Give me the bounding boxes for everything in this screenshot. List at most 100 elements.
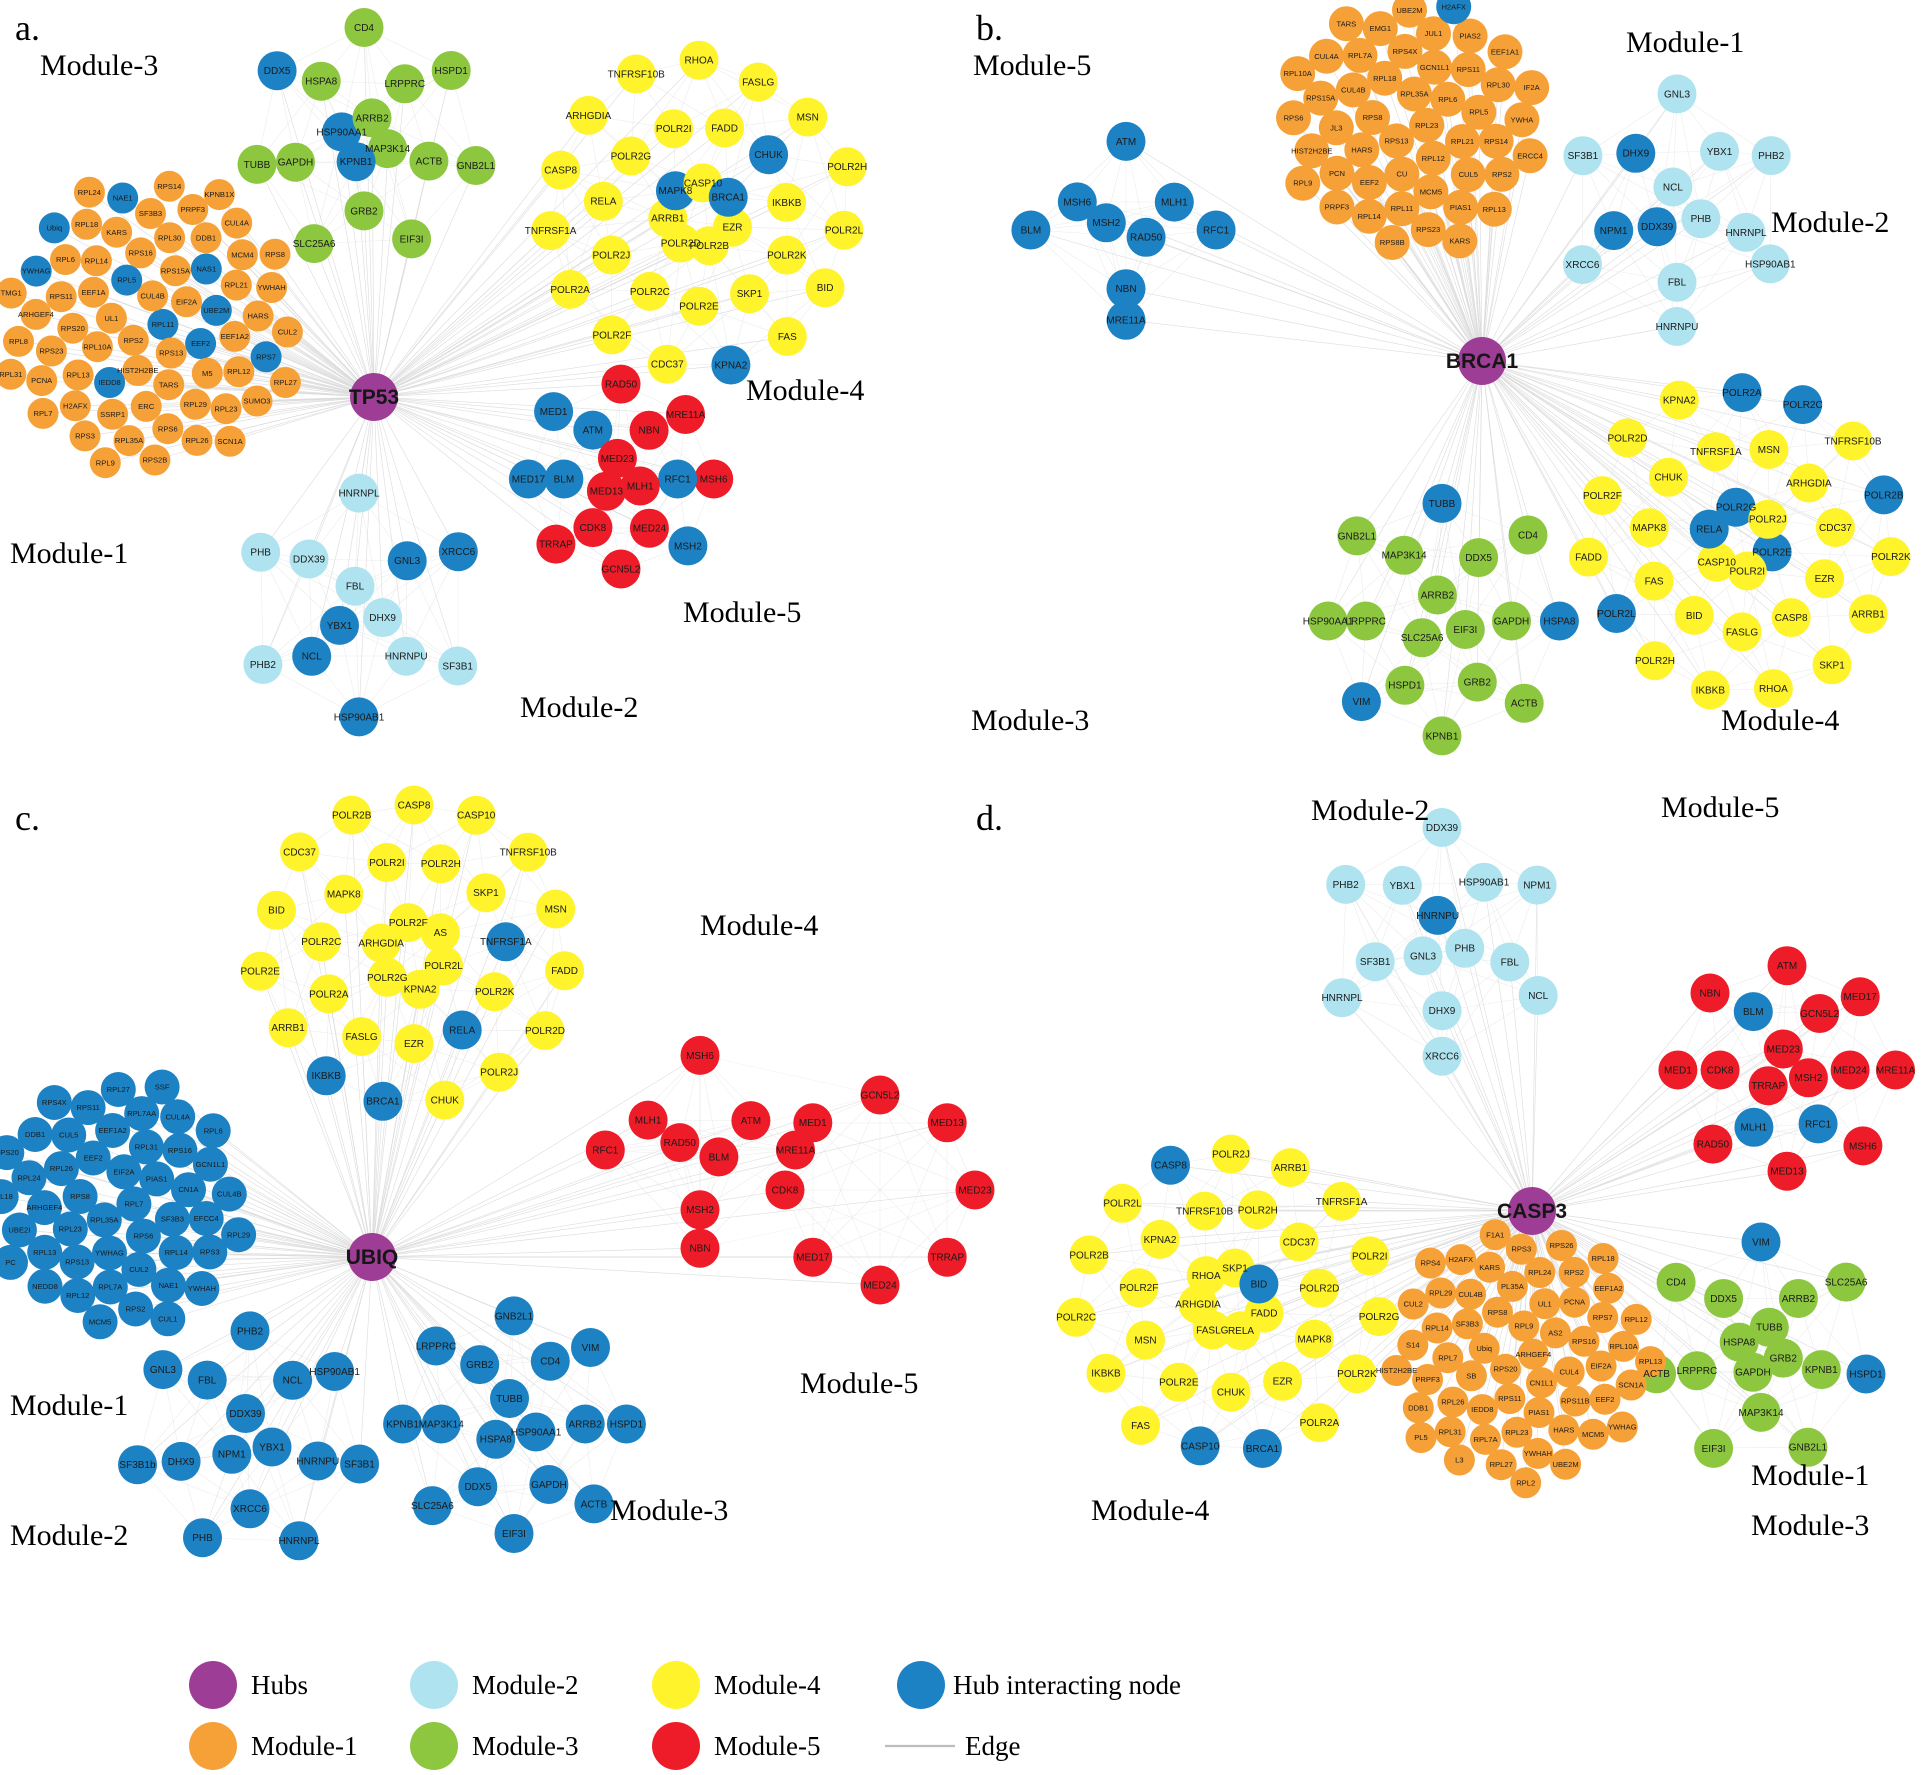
svg-text:Module-2: Module-2	[472, 1670, 578, 1700]
svg-text:EEF2: EEF2	[1596, 1395, 1615, 1404]
svg-text:KPNB1: KPNB1	[1426, 731, 1459, 742]
svg-text:ARRB2: ARRB2	[1421, 590, 1455, 601]
svg-text:RPL12: RPL12	[1625, 1315, 1648, 1324]
svg-text:UBE2I: UBE2I	[8, 1226, 30, 1235]
svg-text:IEDD8: IEDD8	[98, 378, 120, 387]
svg-text:Module-5: Module-5	[714, 1731, 820, 1761]
svg-text:FASLG: FASLG	[1726, 627, 1758, 638]
svg-text:RPS14: RPS14	[1484, 137, 1508, 146]
svg-text:NAE1: NAE1	[159, 1281, 179, 1290]
svg-text:CHUK: CHUK	[754, 150, 783, 161]
svg-text:RPS11: RPS11	[1498, 1394, 1522, 1403]
svg-text:PHB2: PHB2	[1758, 151, 1785, 162]
svg-text:GAPDH: GAPDH	[278, 158, 314, 169]
svg-text:LRPPRC: LRPPRC	[1677, 1366, 1718, 1377]
svg-text:MED24: MED24	[633, 524, 667, 535]
svg-text:RPL12: RPL12	[66, 1291, 89, 1300]
svg-text:RPL29: RPL29	[1429, 1289, 1452, 1298]
svg-text:H2AFX: H2AFX	[1441, 2, 1465, 11]
svg-text:XRCC6: XRCC6	[1425, 1052, 1459, 1063]
svg-text:PC: PC	[5, 1258, 16, 1267]
svg-text:ARRB2: ARRB2	[1782, 1294, 1816, 1305]
svg-text:KPNA2: KPNA2	[1144, 1235, 1177, 1246]
svg-text:S14: S14	[1406, 1341, 1420, 1350]
svg-text:RPS16: RPS16	[129, 249, 153, 258]
svg-text:GRB2: GRB2	[350, 206, 378, 217]
svg-text:CASP8: CASP8	[1775, 613, 1808, 624]
svg-text:RPL7A: RPL7A	[98, 1283, 123, 1292]
svg-text:TARS: TARS	[1337, 19, 1357, 28]
svg-text:SF3B3: SF3B3	[139, 209, 162, 218]
svg-text:RPL31: RPL31	[0, 370, 22, 379]
svg-text:DDB1: DDB1	[196, 233, 216, 242]
svg-text:EEF2: EEF2	[1360, 178, 1379, 187]
svg-text:PIAS1: PIAS1	[1450, 203, 1472, 212]
svg-text:MSH6: MSH6	[700, 474, 728, 485]
svg-text:FADD: FADD	[1251, 1309, 1278, 1320]
svg-text:RPL23: RPL23	[1415, 121, 1438, 130]
svg-text:POLR2E: POLR2E	[1159, 1378, 1199, 1389]
svg-text:DDX39: DDX39	[1641, 222, 1674, 233]
svg-text:ARHGDIA: ARHGDIA	[1175, 1300, 1221, 1311]
svg-text:Module-3: Module-3	[472, 1731, 578, 1761]
svg-text:FBL: FBL	[1501, 957, 1520, 968]
svg-text:CUL2: CUL2	[278, 328, 297, 337]
svg-text:POLR2I: POLR2I	[1352, 1251, 1388, 1262]
svg-text:HSP90AB1: HSP90AB1	[309, 1367, 360, 1378]
svg-text:BID: BID	[1686, 611, 1703, 622]
svg-text:EEF1A2: EEF1A2	[221, 332, 249, 341]
svg-text:KARS: KARS	[1449, 237, 1470, 246]
svg-text:CUL1: CUL1	[158, 1314, 177, 1323]
svg-text:RAD50: RAD50	[1697, 1140, 1730, 1151]
svg-text:HNRNPU: HNRNPU	[1656, 322, 1699, 333]
svg-text:RFC1: RFC1	[592, 1145, 619, 1156]
svg-text:RPS3: RPS3	[200, 1248, 220, 1257]
svg-text:SKP1: SKP1	[737, 289, 763, 300]
svg-text:MLH1: MLH1	[627, 481, 654, 492]
svg-text:HARS: HARS	[248, 312, 269, 321]
svg-text:FAS: FAS	[778, 332, 797, 343]
svg-text:RELA: RELA	[1228, 1326, 1254, 1337]
svg-text:TUBB: TUBB	[1756, 1323, 1783, 1334]
svg-text:YBX1: YBX1	[327, 621, 353, 632]
svg-text:SKP1: SKP1	[1222, 1263, 1248, 1274]
svg-text:ATM: ATM	[741, 1116, 761, 1127]
svg-text:MLH1: MLH1	[1741, 1123, 1768, 1134]
svg-text:HSP90AB1: HSP90AB1	[334, 712, 385, 723]
svg-text:TNFRSF10B: TNFRSF10B	[500, 848, 558, 859]
svg-text:BLM: BLM	[1743, 1007, 1764, 1018]
svg-text:EEF2: EEF2	[84, 1154, 103, 1163]
svg-text:CUL5: CUL5	[1459, 170, 1478, 179]
svg-text:RPL30: RPL30	[158, 233, 181, 242]
svg-text:RPL31: RPL31	[135, 1143, 158, 1152]
svg-text:NAE1: NAE1	[113, 194, 133, 203]
svg-text:MLH1: MLH1	[635, 1116, 662, 1127]
svg-text:MSH2: MSH2	[1795, 1073, 1823, 1084]
svg-text:PIAS1: PIAS1	[1528, 1408, 1550, 1417]
svg-text:RPL2: RPL2	[1516, 1478, 1535, 1487]
svg-text:EZR: EZR	[723, 223, 743, 234]
svg-text:RPL18: RPL18	[0, 1192, 13, 1201]
svg-text:Module-5: Module-5	[800, 1367, 918, 1400]
svg-text:PRPF3: PRPF3	[181, 205, 205, 214]
svg-text:RPS11B: RPS11B	[1561, 1397, 1590, 1406]
svg-text:CUL4B: CUL4B	[1341, 86, 1365, 95]
svg-text:MED1: MED1	[799, 1118, 827, 1129]
svg-text:CUL4: CUL4	[1559, 1368, 1578, 1377]
svg-text:HNRNPU: HNRNPU	[1416, 911, 1459, 922]
svg-text:ARHGEF4: ARHGEF4	[18, 310, 54, 319]
svg-text:POLR2D: POLR2D	[525, 1026, 565, 1037]
svg-text:RPL23: RPL23	[214, 404, 237, 413]
svg-text:Module-5: Module-5	[1661, 791, 1779, 824]
svg-text:DHX9: DHX9	[1622, 149, 1649, 160]
svg-text:PHB: PHB	[192, 1533, 213, 1544]
svg-text:CASP10: CASP10	[684, 178, 723, 189]
svg-text:Module-3: Module-3	[610, 1494, 728, 1527]
svg-text:Ubiq: Ubiq	[46, 224, 62, 233]
svg-text:EIF2A: EIF2A	[113, 1167, 135, 1176]
svg-text:SF3B1: SF3B1	[344, 1459, 375, 1470]
svg-text:KPNA2: KPNA2	[715, 360, 748, 371]
svg-text:RPL10A: RPL10A	[1284, 69, 1313, 78]
svg-text:RPL35A: RPL35A	[90, 1215, 119, 1224]
svg-text:UL1: UL1	[1538, 1299, 1552, 1308]
